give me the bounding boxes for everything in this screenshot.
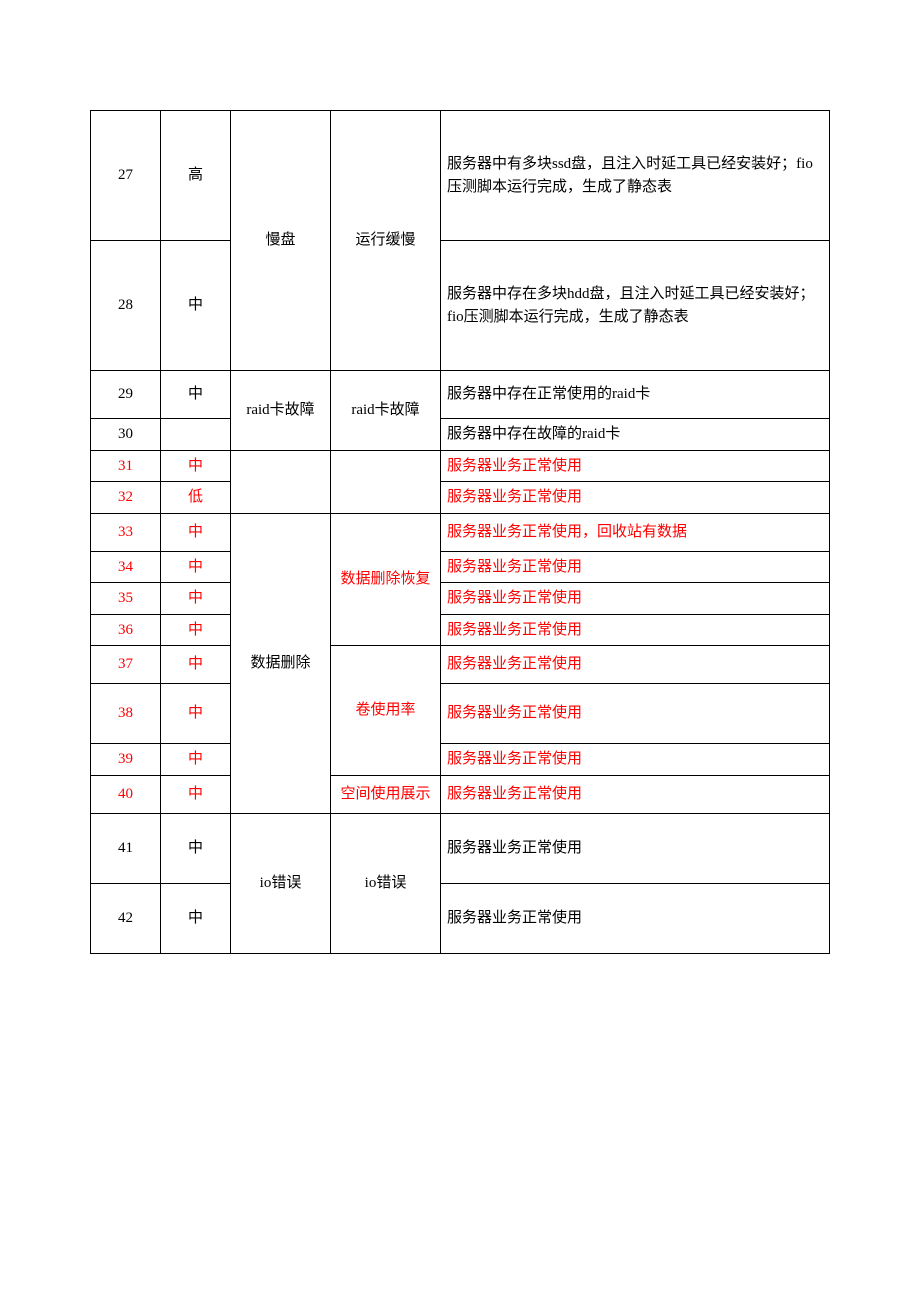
table-row: 29 中 raid卡故障 raid卡故障 服务器中存在正常使用的raid卡 xyxy=(91,371,830,419)
cell-level: 中 xyxy=(161,684,231,744)
cell-desc: 服务器中存在多块hdd盘，且注入时延工具已经安装好；fio压测脚本运行完成，生成… xyxy=(441,241,830,371)
cell-level: 中 xyxy=(161,450,231,482)
table-row: 34 中 服务器业务正常使用 xyxy=(91,551,830,583)
cell-category xyxy=(231,450,331,513)
table-row: 37 中 卷使用率 服务器业务正常使用 xyxy=(91,646,830,684)
cell-category: 数据删除 xyxy=(231,513,331,813)
cell-desc: 服务器中有多块ssd盘，且注入时延工具已经安装好；fio压测脚本运行完成，生成了… xyxy=(441,111,830,241)
table-row: 32 低 服务器业务正常使用 xyxy=(91,482,830,514)
table-row: 28 中 服务器中存在多块hdd盘，且注入时延工具已经安装好；fio压测脚本运行… xyxy=(91,241,830,371)
cell-desc: 服务器业务正常使用 xyxy=(441,482,830,514)
table-row: 30 服务器中存在故障的raid卡 xyxy=(91,419,830,451)
cell-num: 29 xyxy=(91,371,161,419)
cell-subcategory: raid卡故障 xyxy=(331,371,441,451)
table-row: 40 中 空间使用展示 服务器业务正常使用 xyxy=(91,775,830,813)
cell-desc: 服务器业务正常使用 xyxy=(441,684,830,744)
cell-level: 中 xyxy=(161,513,231,551)
cell-desc: 服务器中存在故障的raid卡 xyxy=(441,419,830,451)
cell-num: 36 xyxy=(91,614,161,646)
cell-category: io错误 xyxy=(231,813,331,953)
table-row: 42 中 服务器业务正常使用 xyxy=(91,883,830,953)
cell-desc: 服务器业务正常使用 xyxy=(441,883,830,953)
table-row: 39 中 服务器业务正常使用 xyxy=(91,744,830,776)
table-row: 31 中 服务器业务正常使用 xyxy=(91,450,830,482)
page: 27 高 慢盘 运行缓慢 服务器中有多块ssd盘，且注入时延工具已经安装好；fi… xyxy=(0,0,920,954)
cell-level: 中 xyxy=(161,551,231,583)
cell-num: 37 xyxy=(91,646,161,684)
cell-level xyxy=(161,419,231,451)
cell-desc: 服务器业务正常使用，回收站有数据 xyxy=(441,513,830,551)
cell-desc: 服务器业务正常使用 xyxy=(441,551,830,583)
cell-level: 中 xyxy=(161,646,231,684)
cell-subcategory: io错误 xyxy=(331,813,441,953)
cell-level: 中 xyxy=(161,883,231,953)
cell-subcategory xyxy=(331,450,441,513)
cell-num: 35 xyxy=(91,583,161,615)
cell-num: 41 xyxy=(91,813,161,883)
cell-desc: 服务器业务正常使用 xyxy=(441,744,830,776)
table-row: 27 高 慢盘 运行缓慢 服务器中有多块ssd盘，且注入时延工具已经安装好；fi… xyxy=(91,111,830,241)
cell-num: 30 xyxy=(91,419,161,451)
cell-subcategory: 运行缓慢 xyxy=(331,111,441,371)
cell-desc: 服务器业务正常使用 xyxy=(441,583,830,615)
cell-subcategory: 卷使用率 xyxy=(331,646,441,776)
cell-num: 32 xyxy=(91,482,161,514)
table-row: 33 中 数据删除 数据删除恢复 服务器业务正常使用，回收站有数据 xyxy=(91,513,830,551)
cell-level: 中 xyxy=(161,744,231,776)
cell-subcategory: 空间使用展示 xyxy=(331,775,441,813)
cell-desc: 服务器业务正常使用 xyxy=(441,614,830,646)
cell-desc: 服务器业务正常使用 xyxy=(441,646,830,684)
fault-table: 27 高 慢盘 运行缓慢 服务器中有多块ssd盘，且注入时延工具已经安装好；fi… xyxy=(90,110,830,954)
cell-level: 中 xyxy=(161,614,231,646)
cell-level: 中 xyxy=(161,813,231,883)
cell-level: 中 xyxy=(161,583,231,615)
cell-desc: 服务器业务正常使用 xyxy=(441,775,830,813)
cell-num: 27 xyxy=(91,111,161,241)
cell-level: 中 xyxy=(161,775,231,813)
cell-desc: 服务器业务正常使用 xyxy=(441,813,830,883)
cell-subcategory: 数据删除恢复 xyxy=(331,513,441,646)
table-row: 36 中 服务器业务正常使用 xyxy=(91,614,830,646)
table-row: 41 中 io错误 io错误 服务器业务正常使用 xyxy=(91,813,830,883)
table-row: 35 中 服务器业务正常使用 xyxy=(91,583,830,615)
cell-category: 慢盘 xyxy=(231,111,331,371)
cell-level: 中 xyxy=(161,371,231,419)
cell-desc: 服务器业务正常使用 xyxy=(441,450,830,482)
cell-num: 39 xyxy=(91,744,161,776)
cell-category: raid卡故障 xyxy=(231,371,331,451)
cell-num: 38 xyxy=(91,684,161,744)
cell-num: 33 xyxy=(91,513,161,551)
table-row: 38 中 服务器业务正常使用 xyxy=(91,684,830,744)
cell-num: 40 xyxy=(91,775,161,813)
cell-num: 28 xyxy=(91,241,161,371)
cell-level: 中 xyxy=(161,241,231,371)
cell-level: 高 xyxy=(161,111,231,241)
cell-level: 低 xyxy=(161,482,231,514)
cell-desc: 服务器中存在正常使用的raid卡 xyxy=(441,371,830,419)
cell-num: 42 xyxy=(91,883,161,953)
cell-num: 34 xyxy=(91,551,161,583)
cell-num: 31 xyxy=(91,450,161,482)
